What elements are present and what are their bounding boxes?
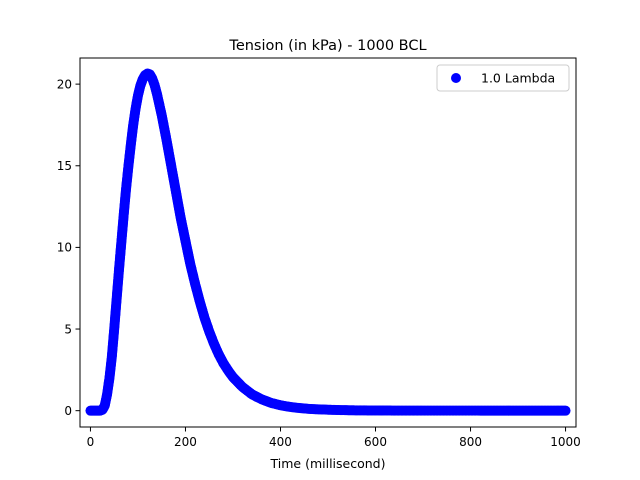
x-tick-label: 1000 [550,435,581,449]
y-axis-ticks: 0 5 10 15 20 [57,77,80,418]
x-tick-label: 200 [174,435,197,449]
legend-marker [451,73,461,83]
legend-box [436,64,570,92]
data-point [560,405,571,416]
plot-frame [79,57,577,428]
x-tick-label: 600 [364,435,387,449]
x-axis-label: Time (millisecond) [270,456,386,471]
chart-title: Tension (in kPa) - 1000 BCL [228,38,426,54]
legend: 1.0 Lambda [436,64,570,92]
data-points [85,68,571,416]
x-tick-label: 800 [459,435,482,449]
y-tick-label: 15 [57,159,72,173]
y-tick-label: 0 [64,404,72,418]
x-tick-label: 0 [87,435,95,449]
y-tick-label: 20 [57,77,72,91]
x-tick-label: 400 [269,435,292,449]
y-tick-label: 5 [64,322,72,336]
legend-label-series: 1.0 Lambda [481,71,555,86]
y-tick-label: 10 [57,241,72,255]
x-axis-ticks: 0 200 400 600 800 1000 [87,427,581,449]
